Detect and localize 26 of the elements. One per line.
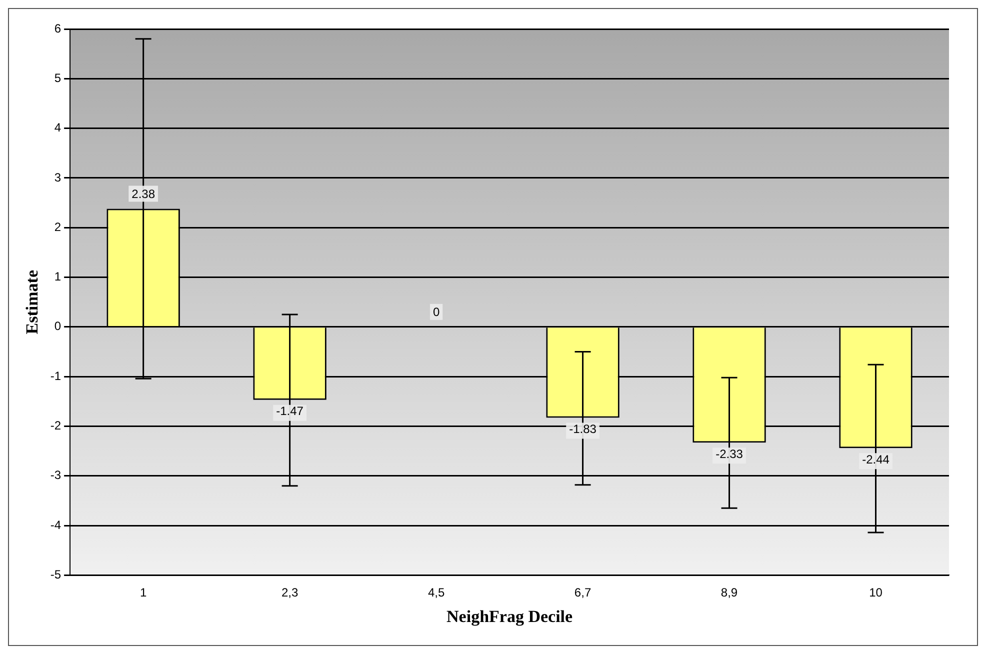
data-label: 0 bbox=[432, 305, 440, 320]
x-tick-label: 6,7 bbox=[574, 586, 592, 600]
data-label: 2.38 bbox=[132, 187, 156, 202]
y-tick-label: -3 bbox=[50, 468, 62, 482]
y-tick-label: 1 bbox=[54, 270, 62, 284]
y-tick-label: 4 bbox=[54, 120, 62, 135]
x-tick-label: 1 bbox=[140, 586, 147, 600]
data-label: -2.33 bbox=[716, 446, 744, 461]
y-tick-label: -1 bbox=[50, 368, 62, 383]
x-tick-label: 8,9 bbox=[720, 586, 738, 600]
data-label: -2.44 bbox=[862, 452, 890, 466]
y-tick-label: 5 bbox=[54, 70, 62, 85]
y-tick-label: -5 bbox=[50, 568, 62, 582]
y-tick-label: -2 bbox=[50, 418, 62, 433]
y-tick-label: 6 bbox=[54, 21, 62, 36]
y-axis-title: Estimate bbox=[22, 270, 42, 334]
y-tick-label: 0 bbox=[54, 319, 62, 334]
y-tick-label: -4 bbox=[50, 518, 62, 532]
data-label: -1.47 bbox=[276, 404, 304, 418]
data-label: -1.83 bbox=[569, 422, 597, 436]
x-tick-label: 10 bbox=[869, 586, 883, 600]
y-tick-label: 3 bbox=[54, 170, 62, 184]
y-tick-label: 2 bbox=[54, 220, 62, 234]
x-tick-label: 2,3 bbox=[281, 586, 298, 600]
x-axis-title: NeighFrag Decile bbox=[446, 607, 574, 626]
x-tick-label: 4,5 bbox=[428, 586, 445, 600]
